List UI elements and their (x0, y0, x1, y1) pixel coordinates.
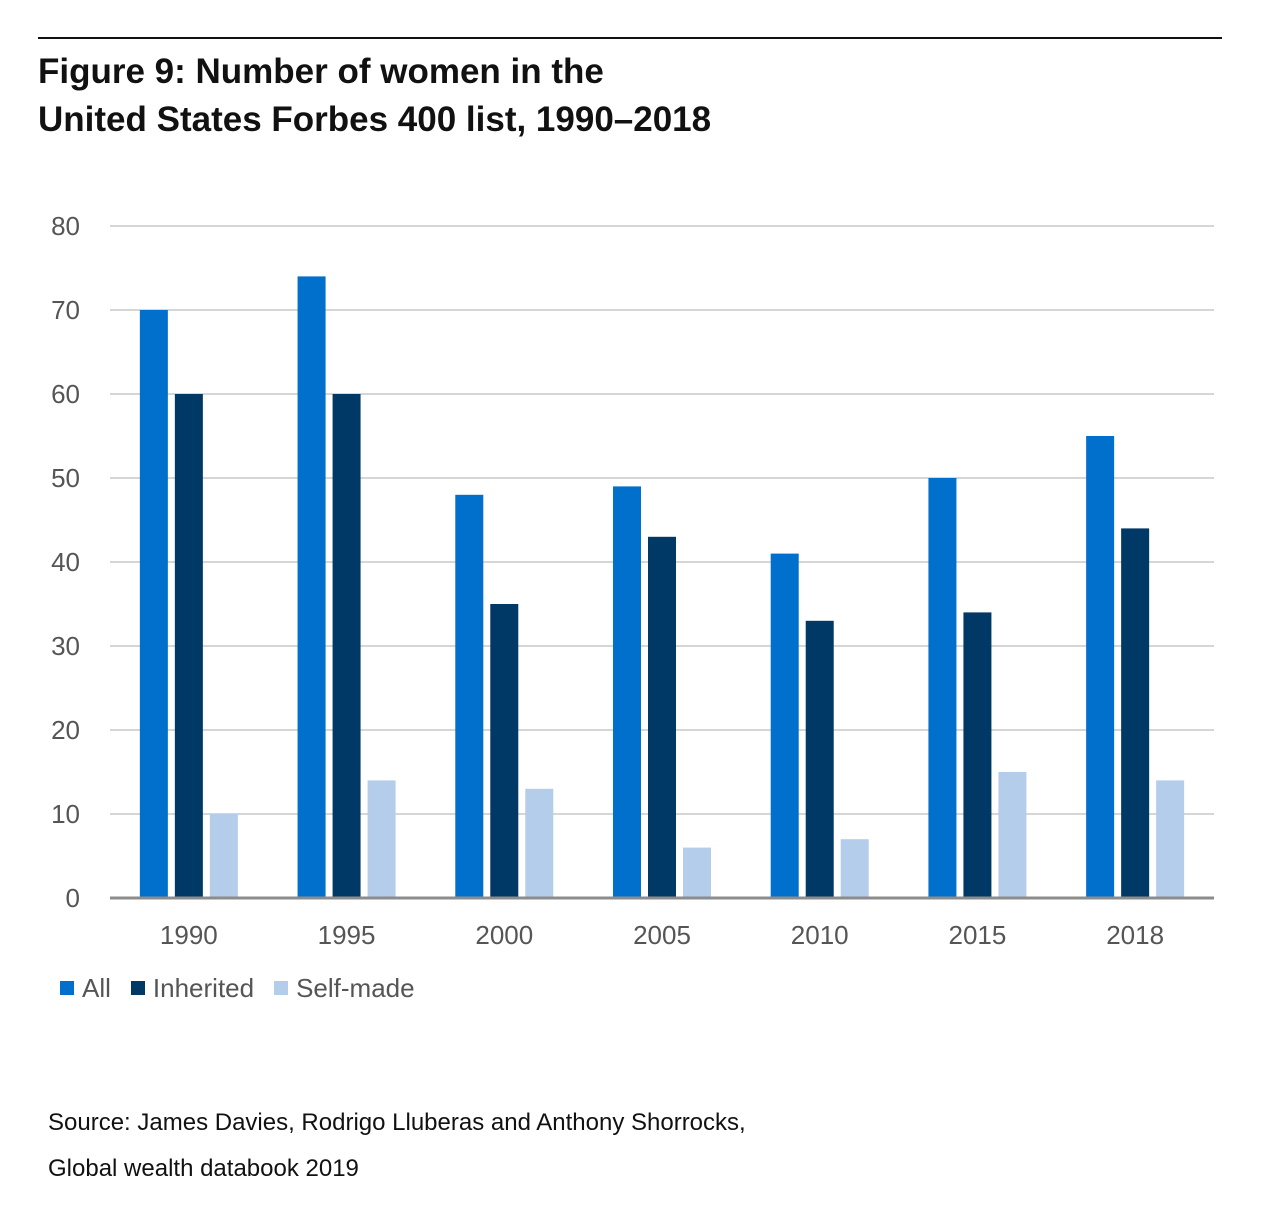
y-tick-label: 50 (51, 463, 80, 493)
bar-inherited-1995 (332, 394, 361, 898)
legend-swatch (60, 981, 74, 995)
x-tick-label: 2005 (633, 920, 691, 950)
bar-inherited-2000 (490, 604, 519, 898)
bar-all-1990 (139, 310, 168, 898)
bar-all-2018 (1086, 436, 1115, 898)
y-tick-label: 10 (51, 799, 80, 829)
bars (139, 276, 1185, 898)
y-tick-label: 0 (66, 883, 80, 913)
legend-label: Self-made (296, 972, 415, 1003)
bar-all-1995 (297, 276, 326, 898)
bar-inherited-2010 (805, 620, 834, 898)
bar-all-2015 (928, 478, 957, 898)
bar-self-made-2018 (1156, 780, 1185, 898)
bar-self-made-1990 (209, 814, 238, 898)
x-axis-ticks: 1990 1995 2000 2005 2010 2015 2018 (160, 920, 1164, 950)
legend-label: All (82, 972, 111, 1003)
bar-inherited-2015 (963, 612, 992, 898)
x-tick-label: 1995 (318, 920, 376, 950)
bar-inherited-2005 (648, 536, 676, 898)
title-line-1: Figure 9: Number of women in the (38, 52, 604, 91)
source-line-1: Source: James Davies, Rodrigo Lluberas a… (48, 1109, 746, 1136)
source-line-2: Global wealth databook 2019 (48, 1155, 359, 1182)
y-tick-label: 30 (51, 631, 80, 661)
x-tick-label: 2010 (791, 920, 849, 950)
y-axis-ticks: 0 10 20 30 40 50 60 70 80 (51, 211, 80, 913)
legend-item-all: All (60, 973, 111, 1004)
bar-self-made-1995 (367, 780, 396, 898)
bar-self-made-2010 (840, 839, 869, 898)
bar-all-2000 (455, 494, 484, 898)
y-tick-label: 40 (51, 547, 80, 577)
bar-inherited-1990 (174, 394, 203, 898)
legend-swatch (130, 981, 145, 995)
legend-item-self-made: Self-made (274, 973, 415, 1004)
x-tick-label: 1990 (160, 920, 218, 950)
y-tick-label: 60 (51, 379, 80, 409)
x-tick-label: 2000 (475, 920, 533, 950)
legend-label: Inherited (152, 972, 255, 1003)
legend-item-inherited: Inherited (130, 972, 255, 1004)
bar-self-made-2015 (998, 772, 1027, 898)
y-tick-label: 20 (51, 715, 80, 745)
bar-self-made-2005 (683, 847, 711, 898)
y-tick-label: 80 (51, 211, 80, 241)
top-rule (38, 37, 1222, 39)
y-tick-label: 70 (51, 295, 80, 325)
bar-all-2005 (613, 486, 641, 898)
legend: All Inherited Self-made (60, 972, 435, 1004)
figure-title: Figure 9: Number of women in the United … (38, 48, 1218, 144)
legend-swatch (274, 981, 289, 995)
bar-inherited-2018 (1121, 528, 1150, 898)
source-note: Source: James Davies, Rodrigo Lluberas a… (48, 1100, 1148, 1192)
bar-self-made-2000 (525, 788, 554, 898)
title-line-2: United States Forbes 400 list, 1990–2018 (38, 100, 712, 139)
x-tick-label: 2018 (1106, 920, 1164, 950)
bar-all-2010 (770, 553, 799, 898)
x-tick-label: 2015 (949, 920, 1007, 950)
